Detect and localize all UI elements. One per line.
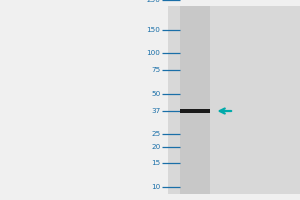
Bar [180,6,210,194]
Bar [180,109,210,113]
Text: 50: 50 [151,91,160,97]
Text: 37: 37 [151,108,160,114]
Text: 150: 150 [147,27,160,33]
Text: 20: 20 [151,144,160,150]
Text: 25: 25 [151,131,160,137]
Text: 250: 250 [147,0,160,3]
Text: 10: 10 [151,184,160,190]
Text: 100: 100 [147,50,160,56]
Text: 75: 75 [151,67,160,73]
Bar [168,6,300,194]
Text: 15: 15 [151,160,160,166]
